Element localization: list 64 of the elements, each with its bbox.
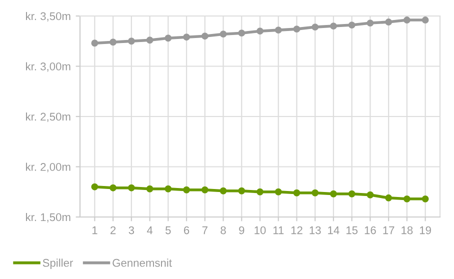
- point: [146, 185, 154, 192]
- point: [422, 195, 429, 202]
- legend-label: Spiller: [42, 258, 74, 269]
- point: [91, 183, 98, 190]
- point: [312, 24, 319, 31]
- x-tick-label: 19: [420, 226, 431, 234]
- x-tick-label: 3: [128, 226, 134, 234]
- point: [183, 34, 190, 41]
- point: [385, 18, 392, 26]
- point: [366, 191, 374, 198]
- x-tick-label: 7: [202, 226, 208, 234]
- x-tick-label: 8: [220, 226, 226, 234]
- x-tick-label: 5: [166, 226, 171, 234]
- legend-label: Gennemsnit: [112, 258, 172, 267]
- y-tick-label: kr. 2,00m: [26, 162, 70, 172]
- y-tick-label: kr. 3,00m: [26, 62, 70, 72]
- x-tick-label: 14: [328, 226, 340, 234]
- point: [201, 186, 208, 194]
- point: [274, 26, 282, 34]
- x-tick-label: 17: [383, 226, 394, 234]
- point: [256, 28, 264, 35]
- x-tick-label: 1: [92, 226, 98, 234]
- x-tick-label: 11: [273, 226, 284, 234]
- point: [238, 30, 246, 37]
- point: [274, 188, 282, 196]
- y-tick-label: kr. 1,50m: [26, 212, 70, 222]
- point: [403, 16, 410, 24]
- point: [330, 190, 337, 198]
- x-tick-label: 10: [254, 226, 266, 234]
- x-tick-label: 15: [346, 226, 358, 234]
- point: [183, 186, 190, 194]
- x-tick-label: 2: [110, 226, 116, 234]
- point: [128, 184, 135, 192]
- point: [422, 16, 429, 24]
- point: [330, 22, 337, 30]
- point: [403, 195, 410, 202]
- y-tick-label: kr. 2,50m: [26, 112, 70, 122]
- point: [164, 34, 172, 42]
- point: [256, 188, 264, 196]
- x-tick-label: 6: [184, 226, 190, 234]
- point: [220, 187, 227, 194]
- point: [91, 40, 98, 47]
- point: [385, 194, 392, 202]
- point: [110, 38, 117, 46]
- point: [220, 30, 227, 38]
- x-tick-label: 18: [402, 226, 413, 234]
- y-tick-label: kr. 3,50m: [26, 12, 70, 22]
- point: [164, 185, 172, 192]
- point: [348, 22, 356, 29]
- point: [366, 20, 374, 27]
- point: [128, 38, 135, 45]
- x-tick-label: 13: [310, 226, 321, 234]
- point: [238, 187, 246, 194]
- point: [201, 32, 208, 40]
- point: [110, 184, 117, 192]
- point: [312, 189, 319, 196]
- point: [293, 189, 300, 196]
- x-tick-label: 9: [239, 226, 244, 234]
- x-tick-label: 4: [146, 226, 153, 234]
- point: [293, 26, 300, 33]
- point: [348, 190, 356, 198]
- point: [146, 36, 154, 44]
- x-tick-label: 16: [364, 226, 376, 234]
- x-tick-label: 12: [291, 226, 302, 234]
